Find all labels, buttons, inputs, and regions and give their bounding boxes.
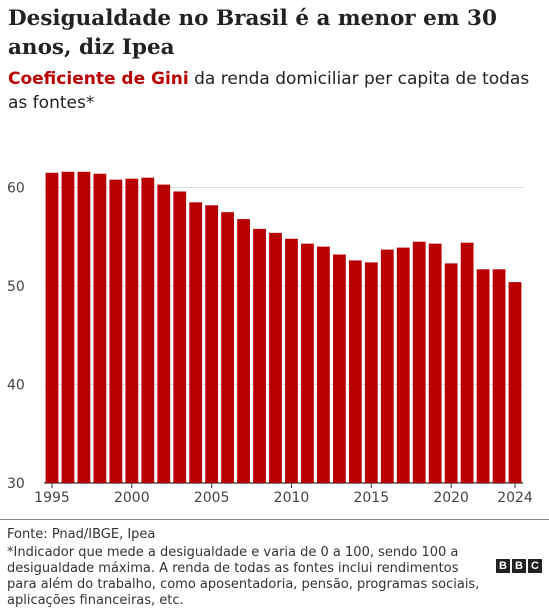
y-tick-label: 50 — [7, 279, 25, 295]
bar — [428, 243, 442, 483]
bar-chart: 30 40 50 60 1995 2000 2005 2010 2015 2020 2024 — [7, 171, 533, 506]
bar — [189, 202, 203, 483]
bar — [237, 219, 250, 483]
footnote-text: *Indicador que mede a desigualdade e var… — [7, 545, 480, 608]
bar — [301, 243, 314, 483]
bar — [412, 241, 426, 483]
bar-layer — [45, 171, 522, 484]
grid-layer — [44, 187, 523, 484]
bar — [269, 232, 282, 483]
bar — [332, 254, 346, 483]
bar — [396, 247, 410, 483]
bar — [61, 171, 75, 483]
source-text: Fonte: Pnad/IBGE, Ipea — [7, 527, 156, 542]
y-tick-label: 40 — [7, 378, 25, 394]
bar — [109, 179, 123, 483]
logo-letter: C — [528, 559, 542, 573]
bar — [173, 191, 187, 483]
bar — [476, 269, 490, 483]
bar — [45, 172, 59, 483]
bar — [205, 205, 219, 483]
bbc-logo: B B C — [496, 559, 542, 573]
logo-letter: B — [496, 559, 510, 573]
x-tick-label: 2005 — [194, 490, 230, 506]
subtitle-accent: Coeficiente de Gini — [8, 69, 189, 89]
bar — [317, 246, 330, 483]
x-tick-label: 2024 — [497, 490, 533, 506]
bar — [364, 262, 378, 483]
y-tick-label: 60 — [7, 181, 25, 197]
bar — [157, 184, 171, 483]
bar — [348, 260, 362, 483]
bar — [253, 228, 266, 483]
bar — [93, 173, 107, 483]
bar — [77, 171, 91, 483]
bar — [444, 263, 458, 483]
x-tick-label: 2015 — [353, 490, 389, 506]
bar — [460, 242, 474, 483]
bar — [492, 269, 506, 483]
chart-title: Desigualdade no Brasil é a menor em 30 a… — [8, 6, 497, 60]
bar — [141, 177, 155, 484]
subtitle-rest: da renda domiciliar per capita de todas … — [8, 69, 530, 113]
bar — [508, 282, 522, 483]
bar — [125, 178, 139, 483]
bar — [285, 238, 298, 483]
chart-subtitle: Coeficiente de Gini da renda domiciliar … — [8, 67, 543, 115]
bar — [380, 249, 394, 483]
x-tick-label: 1995 — [34, 490, 70, 506]
footer-divider — [0, 519, 549, 520]
x-tick-label: 2020 — [433, 490, 469, 506]
x-axis-ticks: 1995 2000 2005 2010 2015 2020 2024 — [34, 483, 533, 506]
y-axis-ticks: 30 40 50 60 — [7, 181, 25, 492]
logo-letter: B — [512, 559, 526, 573]
bar — [221, 212, 235, 483]
x-tick-label: 2000 — [114, 490, 150, 506]
x-tick-label: 2010 — [274, 490, 310, 506]
y-tick-label: 30 — [7, 476, 25, 492]
